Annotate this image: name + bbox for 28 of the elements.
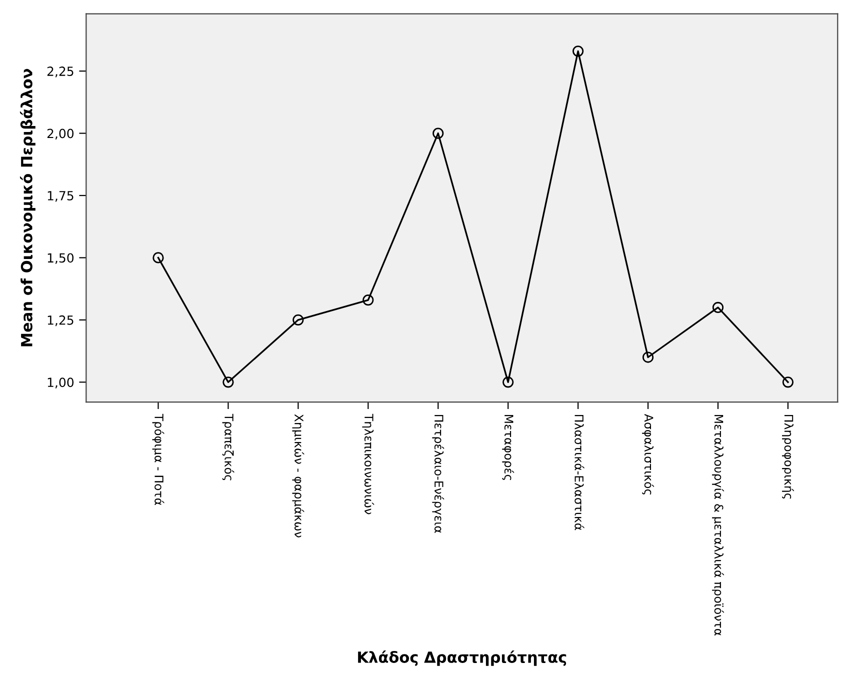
x-tick-label: Τρόφιμα - Ποτά <box>152 414 164 506</box>
x-tick-label: Μεταφορές <box>502 415 514 480</box>
point <box>502 376 514 388</box>
point <box>712 302 724 314</box>
x-tick-label: Πετρέλαιο-Ενέργεια <box>432 415 444 533</box>
x-axis-title: Κλάδος Δραστηριότητας <box>358 650 566 666</box>
point <box>222 376 234 388</box>
y-tick-label: 1,00 <box>48 378 74 388</box>
point <box>642 352 654 363</box>
x-tick-label: Πλαστικά-Ελαστικά <box>574 415 584 530</box>
y-tick-label: 1,50 <box>48 253 74 264</box>
point <box>292 314 304 326</box>
point <box>782 376 794 388</box>
point <box>572 46 584 57</box>
y-tick-label: 2,25 <box>47 66 74 78</box>
x-tick-label: Τηλεπικοινωνιών <box>362 414 374 514</box>
x-tick-label: Χημικών - φαρμάκων <box>292 414 304 538</box>
x-tick-label: Ασφαλιστικός <box>642 414 654 494</box>
point <box>362 294 374 306</box>
x-tick-label: Μεταλλουργία & μεταλλικά προϊόντα <box>712 415 724 636</box>
y-axis-title: Mean of Οικονομικό Περιβάλλον <box>20 68 36 346</box>
y-tick-label: 1,25 <box>48 315 74 326</box>
y-tick-label: 1,75 <box>48 191 74 202</box>
y-tick-label: 2,00 <box>47 128 74 140</box>
x-tick-label: Τραπεζικός <box>222 414 234 480</box>
point <box>152 252 164 264</box>
point <box>432 128 444 139</box>
x-tick-label: Πληροφορικής <box>782 415 794 499</box>
